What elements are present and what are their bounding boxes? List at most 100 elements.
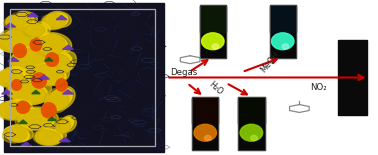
Ellipse shape <box>45 53 58 66</box>
Ellipse shape <box>282 44 289 49</box>
Polygon shape <box>19 120 27 124</box>
Ellipse shape <box>0 101 29 120</box>
Ellipse shape <box>55 54 71 73</box>
Bar <box>192 97 218 150</box>
Ellipse shape <box>61 115 76 132</box>
Bar <box>200 5 226 58</box>
Bar <box>200 6 226 32</box>
Bar <box>200 5 226 58</box>
Bar <box>238 97 265 150</box>
Ellipse shape <box>36 62 69 84</box>
Ellipse shape <box>46 11 71 27</box>
Polygon shape <box>63 45 73 49</box>
Ellipse shape <box>10 11 37 27</box>
Ellipse shape <box>43 13 68 29</box>
Polygon shape <box>59 138 70 142</box>
Polygon shape <box>21 142 32 146</box>
Ellipse shape <box>212 44 219 49</box>
Ellipse shape <box>204 135 211 141</box>
Polygon shape <box>5 23 15 27</box>
Ellipse shape <box>9 49 52 78</box>
Ellipse shape <box>17 101 29 113</box>
Ellipse shape <box>0 69 24 88</box>
Ellipse shape <box>201 33 224 50</box>
Bar <box>270 5 296 58</box>
Polygon shape <box>48 117 56 121</box>
Ellipse shape <box>0 68 26 87</box>
Bar <box>338 40 367 115</box>
Ellipse shape <box>2 127 27 143</box>
Bar <box>238 97 265 150</box>
Ellipse shape <box>37 34 67 55</box>
Ellipse shape <box>14 44 26 57</box>
Ellipse shape <box>44 89 69 113</box>
Ellipse shape <box>271 33 294 50</box>
Ellipse shape <box>57 53 73 72</box>
Ellipse shape <box>32 73 46 88</box>
Ellipse shape <box>17 108 54 130</box>
Ellipse shape <box>49 86 75 110</box>
Polygon shape <box>56 16 67 20</box>
Polygon shape <box>45 58 53 61</box>
Ellipse shape <box>251 135 257 141</box>
Ellipse shape <box>6 13 34 29</box>
Ellipse shape <box>35 129 62 145</box>
Bar <box>10 9 155 146</box>
Ellipse shape <box>12 79 51 103</box>
Polygon shape <box>32 90 40 94</box>
Ellipse shape <box>12 80 22 90</box>
Ellipse shape <box>14 47 59 75</box>
Ellipse shape <box>25 23 47 36</box>
Bar <box>238 98 265 123</box>
Bar <box>4 3 164 152</box>
Ellipse shape <box>30 39 42 51</box>
Ellipse shape <box>11 48 54 77</box>
Bar <box>192 98 218 123</box>
Ellipse shape <box>8 125 33 140</box>
Ellipse shape <box>14 44 26 57</box>
Ellipse shape <box>35 35 65 56</box>
Ellipse shape <box>29 22 51 35</box>
Ellipse shape <box>42 103 56 118</box>
Ellipse shape <box>21 107 59 128</box>
Ellipse shape <box>39 127 67 144</box>
Bar <box>270 5 296 58</box>
Ellipse shape <box>42 103 56 118</box>
Ellipse shape <box>45 53 58 66</box>
Text: NO₂: NO₂ <box>310 83 327 92</box>
Ellipse shape <box>31 64 66 85</box>
Ellipse shape <box>23 24 45 37</box>
Ellipse shape <box>56 79 67 91</box>
Polygon shape <box>2 90 12 94</box>
Ellipse shape <box>12 80 22 90</box>
Ellipse shape <box>17 101 29 113</box>
Ellipse shape <box>40 33 72 54</box>
Ellipse shape <box>8 81 48 104</box>
Ellipse shape <box>4 14 32 30</box>
Ellipse shape <box>4 126 29 142</box>
Ellipse shape <box>2 67 29 85</box>
Ellipse shape <box>240 124 263 141</box>
Ellipse shape <box>30 39 42 51</box>
Ellipse shape <box>56 117 74 133</box>
Bar <box>270 6 296 32</box>
Polygon shape <box>27 13 38 17</box>
Ellipse shape <box>194 124 217 141</box>
Ellipse shape <box>0 29 34 52</box>
Ellipse shape <box>0 102 27 120</box>
Ellipse shape <box>55 118 71 134</box>
Ellipse shape <box>0 29 32 53</box>
Text: Degas: Degas <box>170 68 197 77</box>
Ellipse shape <box>15 109 53 131</box>
Ellipse shape <box>3 27 38 51</box>
Ellipse shape <box>33 130 61 146</box>
Ellipse shape <box>61 52 76 70</box>
Ellipse shape <box>2 99 33 118</box>
Ellipse shape <box>41 14 65 30</box>
Polygon shape <box>63 90 73 94</box>
Ellipse shape <box>32 73 46 88</box>
Ellipse shape <box>30 65 64 86</box>
Bar <box>192 97 218 150</box>
Polygon shape <box>39 75 50 79</box>
Ellipse shape <box>56 79 67 91</box>
